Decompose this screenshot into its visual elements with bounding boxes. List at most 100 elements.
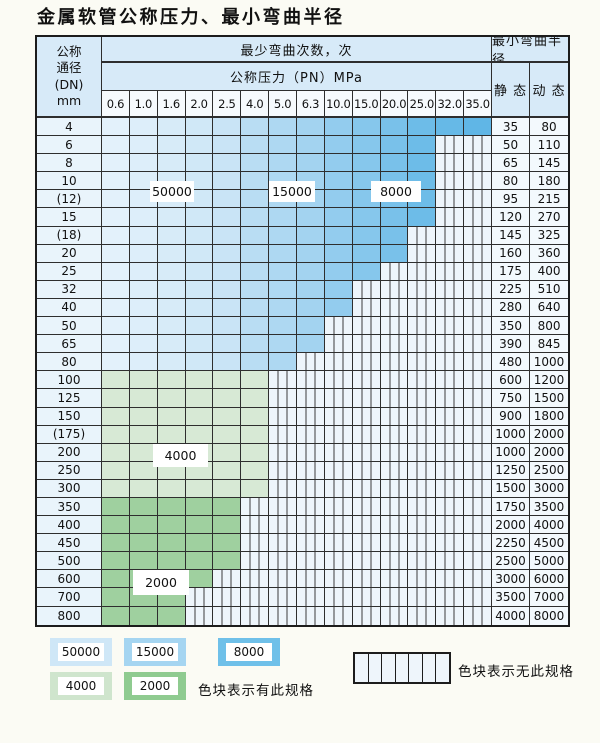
cycle-cell (241, 443, 270, 462)
no-spec-cell (380, 479, 409, 498)
no-spec-cell (380, 280, 409, 299)
no-spec-cell (408, 353, 437, 372)
no-spec-cell (436, 552, 465, 571)
no-spec-cell (436, 443, 465, 462)
cycle-cell (213, 461, 242, 480)
cycle-cell (129, 479, 158, 498)
cycle-cell (129, 552, 158, 571)
cycle-cell (157, 552, 186, 571)
corner-header-line: 公称 (56, 44, 82, 59)
cycle-cell (185, 479, 214, 498)
no-spec-cell (380, 516, 409, 535)
cycle-cell (102, 407, 130, 426)
page-title: 金属软管公称压力、最小弯曲半径 (37, 7, 345, 28)
no-spec-cell (436, 389, 465, 408)
no-spec-cell (324, 497, 353, 517)
cycle-cell (324, 208, 353, 227)
no-spec-cell (213, 588, 242, 607)
no-spec-cell (297, 570, 325, 589)
cycle-cell (157, 534, 186, 553)
legend-swatch-value: 4000 (58, 677, 104, 695)
no-spec-cell (269, 516, 298, 535)
cycle-cell (157, 497, 186, 517)
no-spec-cell (464, 136, 493, 155)
cycle-cell (102, 136, 130, 155)
cycle-cell (185, 425, 214, 444)
no-spec-cell (297, 407, 325, 426)
no-spec-cell (380, 335, 409, 354)
no-spec-cell (436, 226, 465, 245)
no-spec-cell (352, 497, 381, 517)
region-label-2000: 2000 (133, 570, 189, 595)
pressure-col-header: 1.0 (129, 91, 158, 118)
cycle-cell (185, 516, 214, 535)
no-spec-cell (297, 534, 325, 553)
cycle-cell (213, 208, 242, 227)
cycle-cell (157, 136, 186, 155)
static-value: 65 (492, 154, 531, 173)
pressure-header: 公称压力（PN）MPa (102, 63, 493, 91)
no-spec-cell (464, 534, 493, 553)
cycle-cell (241, 407, 270, 426)
corner-header-dn: 公称 通径 (DN) mm (37, 37, 102, 118)
cycle-cell (129, 154, 158, 173)
cycle-cell (241, 425, 270, 444)
cycle-cell (324, 118, 353, 137)
no-spec-cell (297, 353, 325, 372)
no-spec-cell (213, 570, 242, 589)
static-value: 1750 (492, 497, 531, 517)
pressure-col-header: 35.0 (464, 91, 493, 118)
cycle-cell (185, 244, 214, 263)
no-spec-cell (324, 534, 353, 553)
static-value: 120 (492, 208, 531, 227)
cycle-cell (213, 118, 242, 137)
no-spec-cell (324, 317, 353, 336)
no-spec-cell (464, 190, 493, 209)
no-spec-cell (380, 588, 409, 607)
cycle-cell (269, 118, 298, 137)
no-spec-cell (324, 461, 353, 480)
no-spec-cell (408, 552, 437, 571)
legend-swatch-15000: 15000 (124, 638, 186, 666)
corner-header-line: mm (56, 92, 82, 108)
dynamic-value: 510 (530, 280, 569, 299)
no-spec-cell (352, 606, 381, 625)
cycle-cell (241, 389, 270, 408)
no-spec-cell (408, 606, 437, 625)
cycle-cell (241, 298, 270, 318)
dn-cell: 700 (37, 588, 102, 607)
cycle-cell (241, 479, 270, 498)
cycle-cell (157, 317, 186, 336)
no-spec-cell (464, 317, 493, 336)
dynamic-header: 动 态 (530, 63, 569, 118)
cycle-cell (213, 479, 242, 498)
no-spec-cell (324, 353, 353, 372)
no-spec-legend-cell (436, 654, 450, 682)
cycle-cell (324, 280, 353, 299)
cycle-cell (324, 190, 353, 209)
no-spec-cell (297, 588, 325, 607)
cycle-cell (213, 262, 242, 281)
no-spec-cell (352, 335, 381, 354)
cycle-cell (352, 262, 381, 281)
cycle-cell (157, 208, 186, 227)
no-spec-cell (297, 371, 325, 390)
no-spec-cell (297, 606, 325, 625)
cycle-cell (297, 298, 325, 318)
no-spec-cell (408, 262, 437, 281)
no-spec-cell (269, 407, 298, 426)
no-spec-cell (408, 226, 437, 245)
cycle-cell (436, 118, 465, 137)
no-spec-cell (352, 280, 381, 299)
cycle-cell (297, 335, 325, 354)
no-spec-cell (269, 534, 298, 553)
static-header: 静 态 (492, 63, 531, 118)
cycle-cell (185, 154, 214, 173)
static-value: 1500 (492, 479, 531, 498)
no-spec-cell (408, 317, 437, 336)
no-spec-cell (436, 497, 465, 517)
cycle-cell (213, 335, 242, 354)
cycle-cell (408, 154, 437, 173)
cycle-cell (102, 244, 130, 263)
dn-cell: 300 (37, 479, 102, 498)
